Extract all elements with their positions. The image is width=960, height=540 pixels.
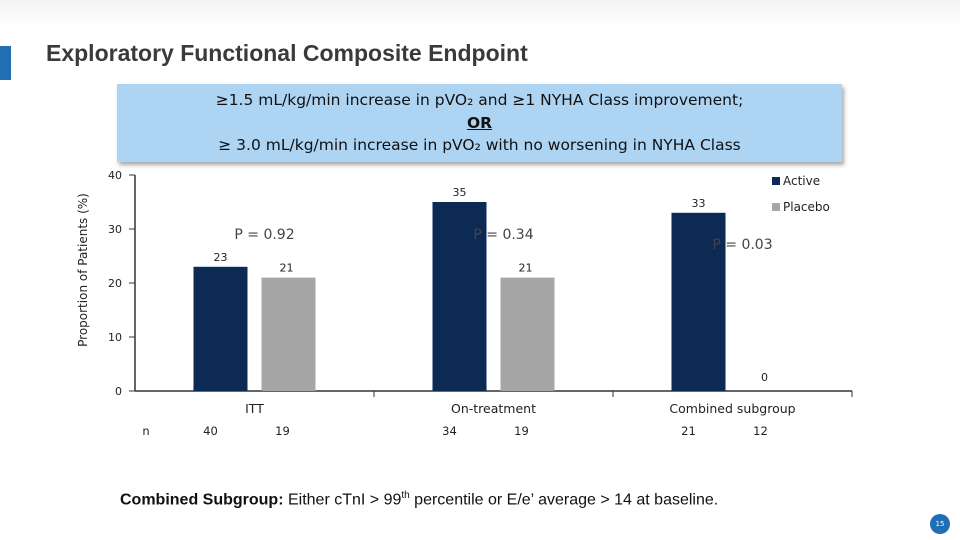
n-value-label: 19	[514, 424, 529, 438]
slide-title: Exploratory Functional Composite Endpoin…	[46, 40, 528, 66]
bar-placebo-2	[500, 277, 555, 391]
bar-active-2	[432, 202, 487, 391]
definition-line-3: ≥ 3.0 mL/kg/min increase in pVO₂ with no…	[218, 136, 741, 154]
n-value-label: 21	[681, 424, 696, 438]
bar-active-3	[671, 212, 726, 391]
footnote-text-2: percentile or E/e’ average > 14 at basel…	[409, 491, 719, 509]
legend-label-placebo: Placebo	[783, 200, 830, 214]
bar-placebo-1	[261, 277, 316, 391]
p-value-label: P = 0.03	[712, 237, 772, 253]
data-label-active-2: 35	[453, 186, 467, 199]
definition-line-1: ≥1.5 mL/kg/min increase in pVO₂ and ≥1 N…	[215, 91, 744, 109]
p-value-label: P = 0.34	[473, 227, 533, 243]
title-accent-bar	[0, 46, 11, 80]
x-category-label: Combined subgroup	[669, 401, 795, 416]
y-tick-label: 40	[108, 169, 122, 182]
footnote-bold: Combined Subgroup:	[120, 491, 284, 509]
data-label-placebo-2: 21	[519, 262, 533, 275]
footnote-text-1: Either cTnI > 99	[283, 491, 402, 509]
n-value-label: 12	[753, 424, 768, 438]
footnote-sup: th	[401, 490, 410, 501]
data-label-active-3: 33	[692, 197, 706, 210]
x-category-label: ITT	[245, 401, 264, 416]
n-value-label: 40	[203, 424, 218, 438]
y-axis-label: Proportion of Patients (%)	[76, 193, 90, 347]
data-label-placebo-1: 21	[280, 262, 294, 275]
n-row-label: n	[142, 424, 149, 438]
legend-swatch-placebo	[772, 203, 780, 211]
legend-label-active: Active	[783, 174, 820, 188]
footnote: Combined Subgroup: Either cTnI > 99th pe…	[120, 490, 718, 509]
endpoint-definition-box: ≥1.5 mL/kg/min increase in pVO₂ and ≥1 N…	[117, 84, 842, 162]
data-label-active-1: 23	[214, 251, 228, 264]
y-tick-label: 0	[115, 385, 122, 398]
y-tick-label: 20	[108, 277, 122, 290]
header-band	[0, 0, 960, 30]
p-value-label: P = 0.92	[234, 227, 294, 243]
y-tick-label: 10	[108, 331, 122, 344]
bar-active-1	[193, 266, 248, 391]
data-label-placebo-3: 0	[761, 371, 768, 384]
n-value-label: 34	[442, 424, 457, 438]
page-number-badge: 15	[930, 514, 950, 534]
legend-swatch-active	[772, 177, 780, 185]
definition-or: OR	[466, 113, 493, 132]
n-value-label: 19	[275, 424, 290, 438]
x-category-label: On-treatment	[451, 401, 536, 416]
y-tick-label: 30	[108, 223, 122, 236]
